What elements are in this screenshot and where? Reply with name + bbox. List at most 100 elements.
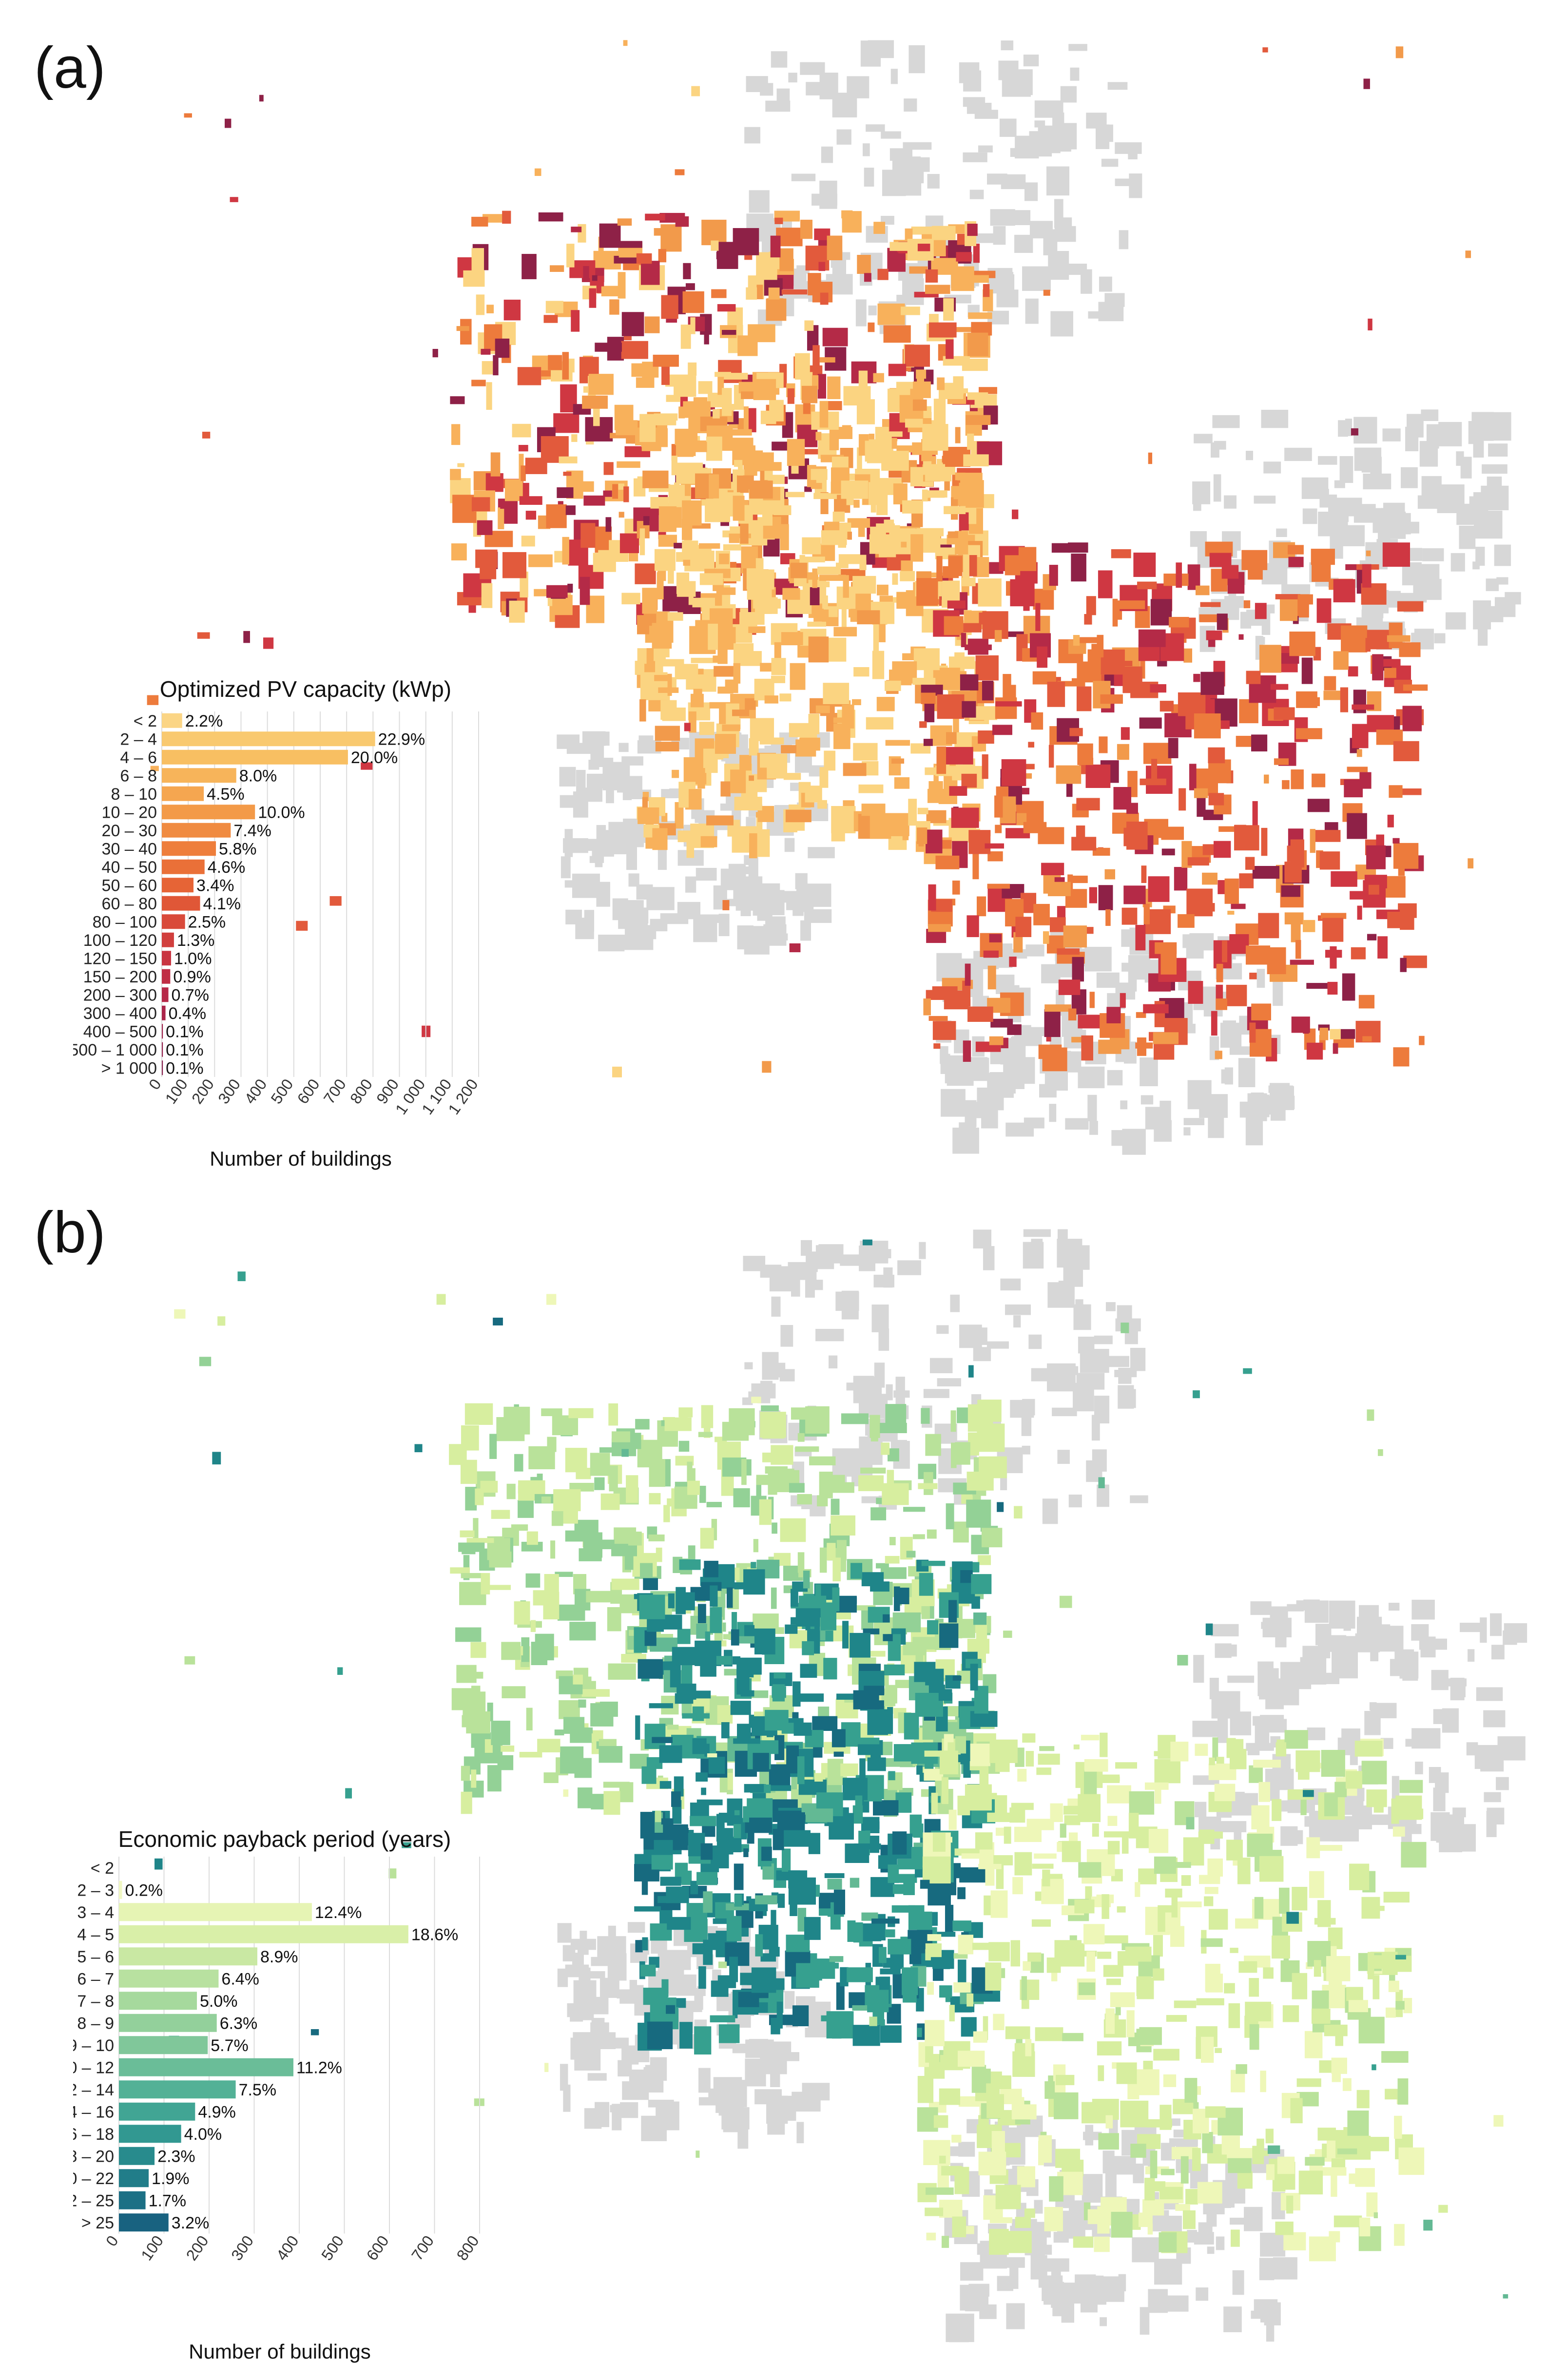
building-footprint <box>464 1403 493 1425</box>
building-footprint <box>1007 685 1016 700</box>
context-building <box>986 1341 1009 1349</box>
building-footprint <box>1222 940 1228 962</box>
building-footprint <box>983 950 999 958</box>
context-building <box>562 1945 576 1961</box>
context-building <box>718 914 730 937</box>
histogram-bar <box>119 2080 236 2099</box>
context-building <box>1223 2306 1242 2332</box>
context-building <box>589 856 604 863</box>
building-footprint <box>1395 2001 1405 2010</box>
building-footprint <box>1388 1980 1399 1992</box>
context-building <box>832 1448 860 1477</box>
building-footprint <box>768 288 780 300</box>
building-footprint <box>1283 1952 1289 1967</box>
context-building <box>1442 1708 1459 1733</box>
building-footprint <box>822 595 828 609</box>
building-footprint <box>701 1405 714 1428</box>
building-footprint <box>948 1809 957 1830</box>
building-footprint <box>855 1795 863 1812</box>
building-footprint <box>552 1415 579 1436</box>
building-footprint <box>754 503 773 510</box>
building-footprint <box>894 777 910 789</box>
context-building <box>1257 1661 1274 1670</box>
building-footprint <box>914 291 939 298</box>
building-footprint <box>1174 1901 1202 1908</box>
building-footprint <box>827 1543 836 1560</box>
building-footprint <box>707 1753 717 1758</box>
context-building <box>574 1983 588 1996</box>
building-footprint <box>1243 600 1251 609</box>
building-footprint <box>951 807 979 828</box>
building-footprint <box>826 2011 854 2039</box>
building-footprint <box>710 2015 735 2023</box>
building-footprint <box>471 216 488 227</box>
histogram-bar <box>162 878 193 893</box>
bar-value-label: 6.3% <box>220 2014 257 2033</box>
building-footprint <box>1035 2027 1063 2041</box>
building-footprint <box>685 283 695 290</box>
building-footprint <box>1068 1008 1077 1021</box>
building-footprint <box>361 762 373 770</box>
building-footprint <box>546 1294 557 1305</box>
building-footprint <box>1207 1858 1223 1877</box>
histogram-bar <box>162 786 204 801</box>
building-footprint <box>1105 2115 1113 2129</box>
x-axis-title: Number of buildings <box>210 1147 392 1170</box>
histogram-bar <box>162 805 255 820</box>
building-footprint <box>748 626 766 633</box>
building-footprint <box>780 1518 806 1542</box>
context-building <box>1080 2301 1098 2313</box>
building-footprint <box>460 1459 477 1484</box>
building-footprint <box>590 1703 614 1727</box>
category-label: 9 – 10 <box>73 2036 114 2055</box>
building-footprint <box>853 1690 879 1709</box>
building-footprint <box>1104 1831 1132 1838</box>
building-footprint <box>1060 1823 1066 1838</box>
building-footprint <box>1122 666 1142 693</box>
histogram-bar <box>162 896 200 911</box>
bar-value-label: 2.5% <box>188 913 226 931</box>
building-footprint <box>637 615 649 634</box>
building-footprint <box>544 2063 549 2073</box>
building-footprint <box>749 738 759 756</box>
building-footprint <box>1373 2212 1378 2219</box>
building-footprint <box>852 699 861 706</box>
context-building <box>757 894 773 921</box>
building-footprint <box>1153 1968 1164 1981</box>
building-footprint <box>772 1522 777 1534</box>
building-footprint <box>666 2005 676 2014</box>
context-building <box>802 2083 830 2101</box>
context-building <box>1473 510 1503 539</box>
building-footprint <box>147 695 159 705</box>
building-footprint <box>1359 2217 1371 2237</box>
building-footprint <box>711 1518 717 1540</box>
building-footprint <box>805 1406 830 1434</box>
building-footprint <box>715 372 732 377</box>
building-footprint <box>642 1937 648 1951</box>
context-building <box>1245 451 1253 461</box>
building-footprint <box>810 585 820 605</box>
building-footprint <box>655 726 680 741</box>
building-footprint <box>1078 1794 1101 1823</box>
building-footprint <box>852 2025 880 2046</box>
context-building <box>903 142 932 150</box>
building-footprint <box>698 1432 713 1438</box>
building-footprint <box>889 1536 896 1546</box>
building-footprint <box>571 310 580 332</box>
building-footprint <box>1074 1899 1095 1914</box>
context-building <box>1405 1739 1417 1747</box>
building-footprint <box>659 212 685 223</box>
building-footprint <box>611 1544 637 1556</box>
building-footprint <box>731 1629 739 1646</box>
building-footprint <box>678 1407 693 1418</box>
context-building <box>629 907 649 924</box>
context-building <box>598 934 625 952</box>
building-footprint <box>988 1942 1010 1961</box>
building-footprint <box>197 632 210 639</box>
category-label: 400 – 500 <box>83 1022 157 1041</box>
building-footprint <box>861 1572 884 1587</box>
building-footprint <box>630 1753 649 1769</box>
building-footprint <box>734 1863 744 1890</box>
context-building <box>1285 1669 1312 1689</box>
building-footprint <box>571 434 578 442</box>
